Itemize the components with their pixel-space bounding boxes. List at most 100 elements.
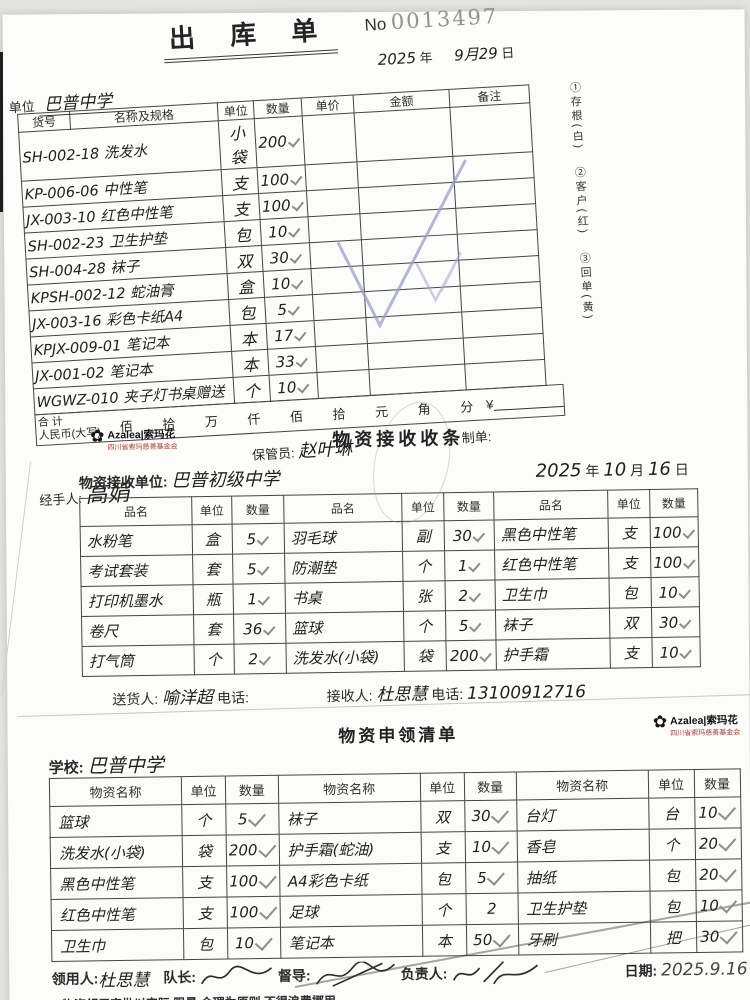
sender-label: 送货人: <box>112 690 159 708</box>
item-qty: 30 <box>444 519 495 551</box>
item-name: 书桌 <box>285 581 404 614</box>
unit-label: 单位 <box>8 98 36 116</box>
checkmark-icon <box>718 832 737 852</box>
item-unit: 套 <box>192 554 234 585</box>
checkmark-icon <box>256 532 270 546</box>
checkmark-icon <box>472 528 486 542</box>
item-qty: 10 <box>694 796 741 829</box>
item-qty: 10 <box>227 927 281 960</box>
checkmark-icon <box>291 198 304 211</box>
requisition-form: 物资申领清单 ✿ Azalea|索玛花 四川省索玛慈善基金会 学校: 巴普中学 … <box>48 708 750 1000</box>
item-name: 防潮垫 <box>284 551 404 584</box>
col-header: 单位 <box>419 772 465 802</box>
item-qty: 10 <box>269 372 319 402</box>
item-unit: 支 <box>221 167 259 196</box>
captain-label: 队长: <box>163 968 197 986</box>
item-unit: 包 <box>649 890 697 923</box>
item-name: 打气筒 <box>81 644 195 677</box>
checkmark-icon <box>258 870 277 889</box>
serial-number: No 0013497 <box>364 4 499 36</box>
checkmark-icon <box>258 901 277 920</box>
item-name: 篮球 <box>285 611 404 644</box>
item-qty: 5 <box>465 861 518 894</box>
item-qty: 50 <box>466 923 519 956</box>
item-qty: 5 <box>264 294 314 324</box>
item-unit: 套 <box>193 614 234 645</box>
item-name: 红色中性笔 <box>494 548 609 580</box>
checkmark-icon <box>294 328 307 342</box>
checkmark-icon <box>289 172 303 186</box>
receiver-label: 接收人: <box>326 687 373 705</box>
checkmark-icon <box>682 525 695 539</box>
item-name: 洗发水(小袋) <box>50 835 183 869</box>
checkmark-icon <box>288 224 301 238</box>
item-name: 水粉笔 <box>80 524 193 557</box>
item-unit: 本 <box>230 323 268 352</box>
item-name: 台灯 <box>516 798 649 831</box>
item-name: 足球 <box>279 894 423 928</box>
checkmark-icon <box>468 559 481 572</box>
item-qty: 10 <box>695 889 743 922</box>
item-qty: 5 <box>232 523 285 555</box>
logo-org-text: 四川省索玛慈善基金会 <box>107 443 178 452</box>
col-header: 单位 <box>181 776 226 805</box>
item-unit: 支 <box>420 831 466 864</box>
amount-blank <box>492 393 564 411</box>
checkmark-icon <box>479 648 492 662</box>
phone2-value: 13100912716 <box>466 682 587 704</box>
logo-brand-text: Azalea|索玛花 <box>670 714 738 728</box>
checkmark-icon <box>719 894 738 914</box>
item-qty: 10 <box>650 576 700 608</box>
item-unit: 个 <box>648 828 696 861</box>
item-qty: 10 <box>464 830 518 863</box>
date-year-label: 年 <box>419 49 434 66</box>
date-month-day: 9月29 <box>453 44 499 65</box>
checkmark-icon <box>247 808 267 828</box>
checkmark-icon <box>492 929 511 948</box>
item-unit: 个 <box>193 644 235 675</box>
item-unit: 瓶 <box>193 584 234 615</box>
item-unit: 盒 <box>192 524 233 555</box>
phone1-blank <box>253 701 323 702</box>
scan-edge-artifact <box>0 52 3 212</box>
item-name: A4彩色卡纸 <box>279 863 422 897</box>
item-qty: 10 <box>651 636 701 668</box>
manager-label: 负责人: <box>400 965 448 983</box>
col-header: 单位 <box>191 496 233 525</box>
item-qty: 1 <box>444 549 496 581</box>
col-header: 物资名称 <box>515 770 649 800</box>
item-qty: 5 <box>225 803 279 836</box>
item-qty: 200 <box>254 115 305 168</box>
item-unit: 袋 <box>182 835 227 867</box>
checkmark-icon <box>257 562 270 576</box>
checkmark-icon <box>678 585 692 599</box>
requisition-date: 日期: 2025.9.16 <box>624 959 750 981</box>
item-unit: 支 <box>608 547 651 579</box>
empty-cell <box>310 265 365 295</box>
sender-signature: 喻洋超 <box>161 687 214 709</box>
empty-cell <box>315 343 369 373</box>
recipient-label: 领用人: <box>51 970 99 987</box>
col-header: 数量 <box>463 771 517 801</box>
col-header: 数量 <box>443 491 495 521</box>
phone2-label: 电话: <box>431 685 464 703</box>
item-qty: 5 <box>445 609 496 641</box>
item-qty: 30 <box>261 242 311 272</box>
col-header: 数量 <box>649 488 699 518</box>
col-header: 物资名称 <box>277 773 421 804</box>
item-name: 考试套装 <box>80 554 194 587</box>
item-name: 袜子 <box>495 608 610 640</box>
signature-scribble <box>201 965 273 985</box>
checkmark-icon <box>718 801 737 821</box>
checkmark-icon <box>487 867 506 886</box>
item-unit: 把 <box>650 921 697 954</box>
empty-cell <box>312 291 366 321</box>
checkmark-icon <box>291 276 304 290</box>
item-qty: 30 <box>696 920 743 953</box>
item-qty: 17 <box>266 320 316 350</box>
item-unit: 包 <box>224 219 262 248</box>
item-qty: 1 <box>233 583 286 615</box>
empty-cell <box>449 102 533 157</box>
item-unit: 个 <box>421 893 467 926</box>
azalea-logo: ✿ Azalea|索玛花 四川省索玛慈善基金会 <box>653 712 741 738</box>
